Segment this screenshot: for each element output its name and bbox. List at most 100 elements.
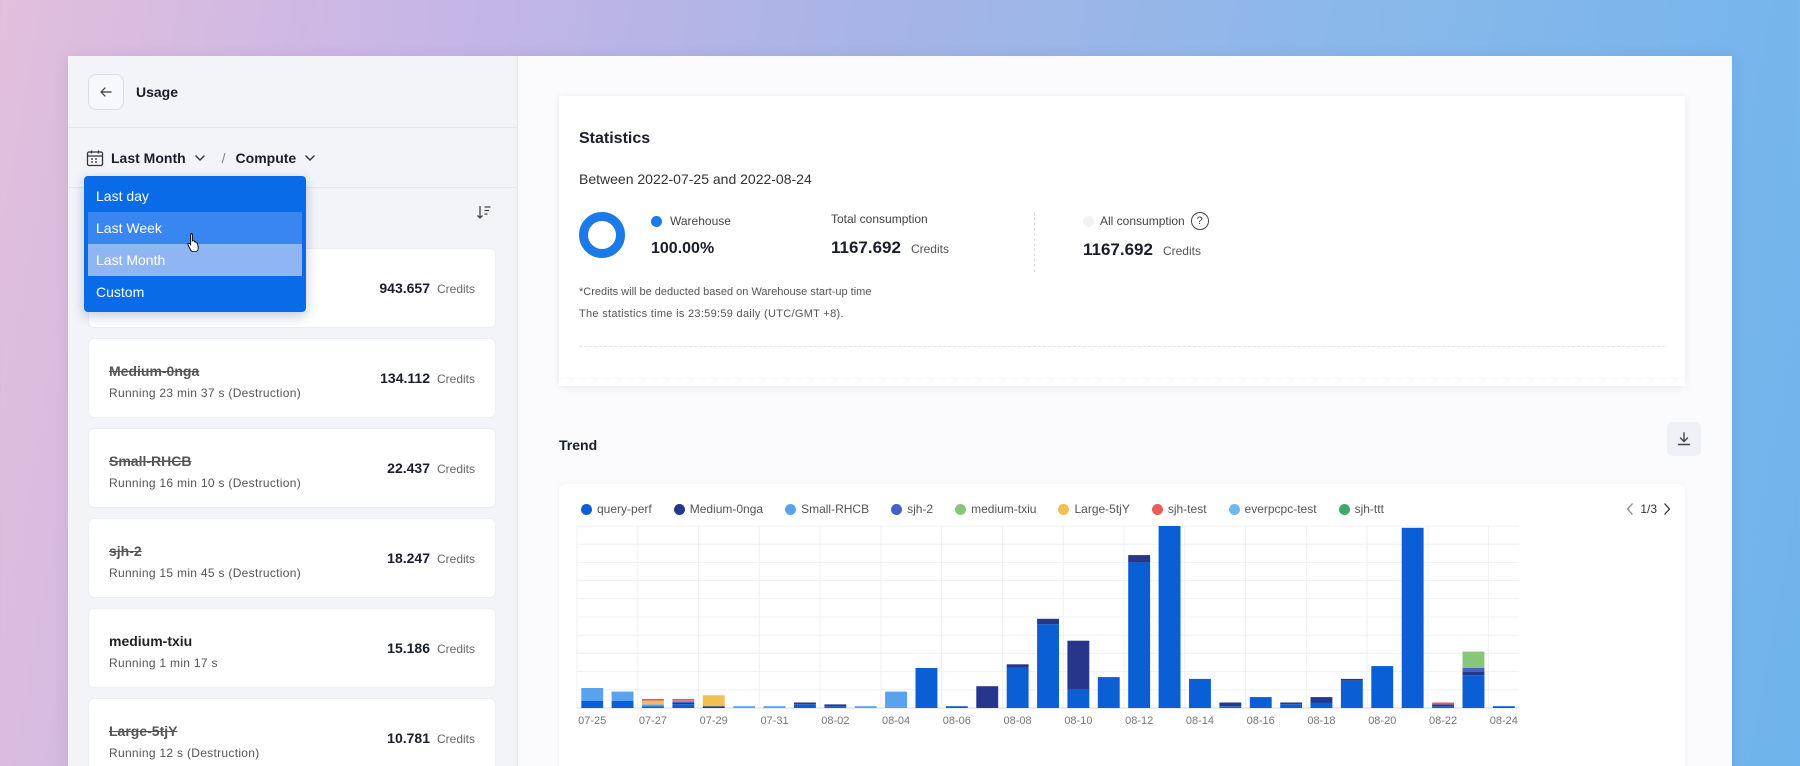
back-button[interactable]	[88, 73, 124, 110]
bar-segment	[1158, 526, 1181, 708]
period-select-value[interactable]: Last Month	[111, 149, 186, 166]
bar-segment	[915, 668, 938, 708]
warehouse-credits: 10.781 Credits	[387, 730, 475, 746]
warehouse-credits: 18.247 Credits	[387, 550, 475, 566]
legend-item[interactable]: sjh-ttt	[1338, 502, 1384, 516]
bar-segment	[1219, 706, 1242, 708]
chevron-down-icon[interactable]	[194, 154, 206, 162]
legend-item[interactable]: everpcpc-test	[1228, 502, 1317, 516]
all-consumption-legend: All consumption ?	[1083, 212, 1209, 230]
warehouse-card[interactable]: Small-RHCB Running 16 min 10 s (Destruct…	[88, 428, 496, 508]
bar-segment	[581, 688, 604, 701]
bar-segment	[672, 702, 695, 705]
warehouse-card[interactable]: sjh-2 Running 15 min 45 s (Destruction) …	[88, 518, 496, 598]
bar-segment	[945, 706, 968, 708]
bar-segment	[1249, 697, 1272, 708]
bar-segment	[854, 706, 877, 708]
warehouse-donut-chart	[579, 212, 625, 258]
warehouse-percentage: 100.00%	[651, 240, 715, 257]
chevron-left-icon[interactable]	[1626, 502, 1634, 516]
chevron-down-icon[interactable]	[304, 154, 316, 162]
legend-item[interactable]: sjh-test	[1151, 502, 1207, 516]
warehouse-runtime: Running 1 min 17 s	[109, 656, 218, 670]
bar-segment	[702, 695, 725, 707]
bar-segment	[1462, 675, 1485, 708]
warehouse-credits: 943.657 Credits	[379, 280, 475, 296]
x-tick-label: 08-24	[1490, 715, 1518, 727]
bar-segment	[976, 686, 999, 708]
x-tick-label: 08-12	[1125, 715, 1153, 727]
bar-segment	[1067, 640, 1090, 690]
bar-segment	[1097, 677, 1120, 708]
legend-item[interactable]: sjh-2	[891, 502, 933, 516]
bar-segment	[1128, 555, 1151, 563]
bar-segment	[1462, 651, 1485, 668]
statistics-title: Statistics	[579, 130, 651, 147]
x-tick-label: 08-06	[943, 715, 971, 727]
bar-segment	[1492, 706, 1515, 708]
legend-label: sjh-ttt	[1354, 502, 1384, 516]
bar-segment	[1401, 527, 1424, 708]
bar-segment	[642, 698, 664, 701]
sort-icon[interactable]	[476, 204, 492, 225]
dropdown-option-last-day[interactable]: Last day	[96, 188, 149, 204]
x-tick-label: 08-16	[1247, 715, 1275, 727]
legend-item[interactable]: Medium-0nga	[673, 502, 764, 516]
legend-dot-icon	[1083, 215, 1094, 227]
dropdown-option-custom[interactable]: Custom	[96, 284, 145, 300]
x-tick-label: 07-25	[578, 715, 606, 727]
x-tick-label: 08-08	[1004, 715, 1032, 727]
bar-segment	[824, 706, 847, 708]
legend-label: Medium-0nga	[689, 502, 764, 516]
legend-item[interactable]: Large-5tjY	[1058, 502, 1130, 516]
legend-label: everpcpc-test	[1244, 502, 1317, 516]
bar-segment	[1006, 664, 1029, 668]
download-button[interactable]	[1667, 422, 1701, 456]
bar-segment	[672, 700, 695, 703]
legend-item[interactable]: medium-txiu	[955, 502, 1036, 516]
trend-chart-card: query-perf Medium-0nga Small-RHCB sjh-2 medi…	[559, 484, 1685, 766]
bar-segment	[1037, 618, 1059, 625]
legend-label: medium-txiu	[971, 502, 1037, 516]
bar-segment	[1280, 702, 1303, 705]
warehouse-credits: 134.112 Credits	[380, 370, 475, 386]
bar-segment	[642, 700, 664, 705]
app-window: Usage Last Month / Compute 943.657 Credit…	[68, 56, 1732, 766]
download-icon	[1676, 431, 1692, 447]
warehouse-name: Medium-0nga	[109, 363, 200, 379]
warehouse-card[interactable]: medium-txiu Running 1 min 17 s 15.186 Cre…	[88, 608, 496, 688]
dropdown-option-last-week[interactable]: Last Week	[88, 212, 302, 244]
chart-legend: query-perf Medium-0nga Small-RHCB sjh-2 medi…	[581, 502, 1671, 516]
warehouse-runtime: Running 15 min 45 s (Destruction)	[109, 566, 301, 580]
x-tick-label: 08-22	[1429, 715, 1457, 727]
bar-segment	[1432, 702, 1454, 705]
sidebar-header: Usage	[68, 56, 517, 128]
trend-bar-chart: 07-25 07-27 07-29 07-31 08-02 08-04 08-06 08-08…	[576, 525, 1519, 727]
statistics-time-note: The statistics time is 23:59:59 daily (U…	[579, 308, 844, 320]
legend-item[interactable]: Small-RHCB	[785, 502, 869, 516]
bar-segment	[642, 704, 664, 707]
legend-item[interactable]: query-perf	[581, 502, 652, 516]
legend-label: Small-RHCB	[801, 502, 870, 516]
legend-dot-icon	[651, 215, 662, 227]
dropdown-option-last-month[interactable]: Last Month	[88, 244, 302, 276]
legend-label: Large-5tjY	[1074, 502, 1130, 516]
bar-segment	[642, 706, 664, 708]
separator: /	[221, 149, 226, 166]
warehouse-runtime: Running 16 min 10 s (Destruction)	[109, 476, 301, 490]
warehouse-card[interactable]: Medium-0nga Running 23 min 37 s (Destruc…	[88, 338, 496, 418]
bar-segment	[581, 700, 604, 708]
warehouse-name: medium-txiu	[109, 633, 193, 649]
arrow-left-icon	[99, 85, 113, 99]
legend-label: query-perf	[597, 502, 652, 516]
warehouse-name: Small-RHCB	[109, 453, 192, 469]
warehouse-card[interactable]: Large-5tjY Running 12 s (Destruction) 10…	[88, 698, 496, 766]
main-content: Statistics Between 2022-07-25 and 2022-0…	[519, 56, 1732, 766]
resource-select-value[interactable]: Compute	[235, 149, 297, 166]
bar-segment	[672, 704, 695, 708]
hand-cursor-icon	[186, 232, 202, 257]
chevron-right-icon[interactable]	[1663, 502, 1671, 516]
bar-segment	[611, 691, 634, 701]
bar-segment	[1432, 704, 1454, 707]
help-icon[interactable]: ?	[1190, 212, 1209, 230]
